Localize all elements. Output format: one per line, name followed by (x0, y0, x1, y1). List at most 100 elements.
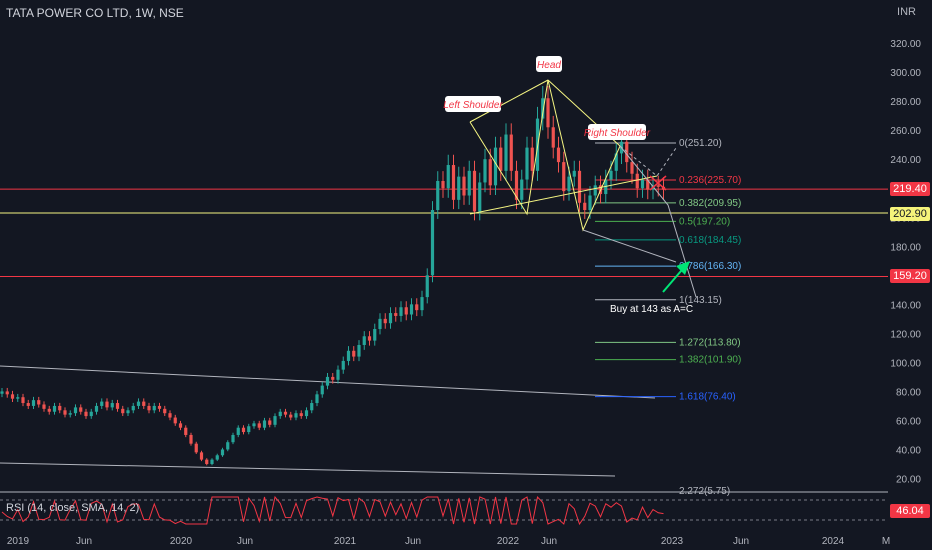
fib-label-0.786: 0.786(166.30) (679, 261, 741, 272)
candle-body (399, 307, 403, 316)
pattern-label-1: Head (537, 60, 561, 71)
candle-body (157, 405, 162, 409)
candle-body (472, 170, 477, 212)
candle-body (588, 195, 592, 211)
hs-top-left (469, 79, 549, 123)
x-tick-label: Jun (405, 536, 421, 547)
candle-body (247, 426, 251, 433)
candle-body (577, 170, 582, 203)
candle-body (572, 170, 576, 177)
candle-body (593, 185, 597, 196)
pattern-label-0: Left Shoulder (443, 100, 503, 111)
candle-body (383, 318, 387, 324)
time-axis: 2019 Jun 2020 Jun 2021 Jun 2022 Jun 2023 Jun 2024 M (7, 536, 890, 547)
candle-body (79, 407, 83, 412)
y-tick-label: 140.00 (890, 300, 921, 311)
candle-body (273, 416, 277, 425)
candle-body (257, 423, 261, 428)
candle-body (609, 170, 613, 180)
candle-body (262, 420, 267, 428)
candle-body (47, 408, 51, 412)
y-tick-label: 320.00 (890, 39, 921, 50)
candle-body (210, 459, 214, 464)
lower-channel-line (0, 462, 616, 477)
candle-body (525, 147, 529, 180)
cross-mark-2 (649, 175, 667, 191)
candle-body (126, 410, 130, 414)
candle-body (94, 405, 99, 412)
x-tick-label: Jun (733, 536, 749, 547)
pattern-label-2: Right Shoulder (584, 128, 651, 139)
fib-label-1.272: 1.272(113.80) (679, 337, 741, 348)
candle-body (152, 405, 156, 411)
candle-body (394, 313, 398, 316)
candle-body (205, 459, 209, 464)
y-tick-label: 100.00 (890, 358, 921, 369)
candle-body (320, 385, 324, 395)
candle-body (635, 173, 639, 189)
candle-body (52, 405, 57, 412)
rsi-indicator-label[interactable]: RSI (14, close, SMA, 14, 2) (6, 502, 140, 514)
candle-body (478, 182, 482, 212)
candle-body (231, 434, 235, 443)
candle-body (415, 304, 419, 311)
candle-body (21, 397, 25, 404)
candle-body (357, 344, 361, 357)
candle-body (451, 165, 456, 200)
candle-body (236, 427, 240, 435)
candle-body (26, 403, 30, 406)
candle-body (504, 134, 508, 171)
candle-body (630, 162, 634, 174)
candle-body (215, 455, 219, 460)
candle-body (194, 443, 198, 453)
candle-body (252, 423, 256, 427)
candle-body (31, 400, 36, 406)
fibonacci-extension: 0(251.20) 0.236(225.70) 0.382(209.95) 0.5(1… (595, 138, 741, 497)
candle-body (420, 297, 424, 311)
candle-body (310, 403, 314, 411)
candle-body (5, 391, 9, 395)
candle-body (100, 401, 104, 406)
horizontal-level-lines (0, 188, 888, 277)
candle-body (325, 376, 330, 386)
candle-body (163, 408, 167, 414)
pattern-labels: Left Shoulder Head Right Shoulder Buy at 14… (443, 56, 693, 315)
rsi-pane (0, 495, 888, 526)
head-and-shoulders-pattern (469, 79, 697, 298)
x-tick-label: 2023 (661, 536, 684, 547)
chart-title: TATA POWER CO LTD, 1W, NSE (6, 6, 184, 20)
candle-body (462, 176, 466, 196)
buy-arrow-head (676, 261, 690, 275)
y-tick-label: 260.00 (890, 126, 921, 137)
x-tick-label: 2019 (7, 536, 30, 547)
candle-body (10, 394, 15, 399)
candle-body (388, 313, 393, 324)
candle-body (37, 400, 41, 405)
fib-label-1.382: 1.382(101.90) (679, 355, 741, 366)
candle-body (546, 98, 550, 128)
candle-body (278, 411, 282, 417)
candle-body (367, 336, 372, 341)
candle-body (84, 411, 88, 417)
candle-body (362, 336, 366, 345)
candle-body (436, 180, 440, 211)
candle-body (226, 442, 230, 450)
fib-label-0: 0(251.20) (679, 138, 722, 149)
candle-body (336, 369, 340, 380)
y-tick-label: 300.00 (890, 68, 921, 79)
candle-body (220, 449, 225, 456)
candle-body (514, 170, 519, 200)
buy-annotation: Buy at 143 as A=C (610, 304, 693, 315)
candle-body (567, 176, 571, 192)
x-tick-label: M (882, 536, 890, 547)
candle-body (425, 275, 429, 298)
y-tick-label: 240.00 (890, 155, 921, 166)
candle-body (173, 417, 177, 424)
candle-body (115, 403, 120, 409)
candle-body (268, 420, 272, 425)
candles (0, 85, 666, 466)
candle-body (409, 304, 414, 315)
candle-body (614, 153, 618, 171)
